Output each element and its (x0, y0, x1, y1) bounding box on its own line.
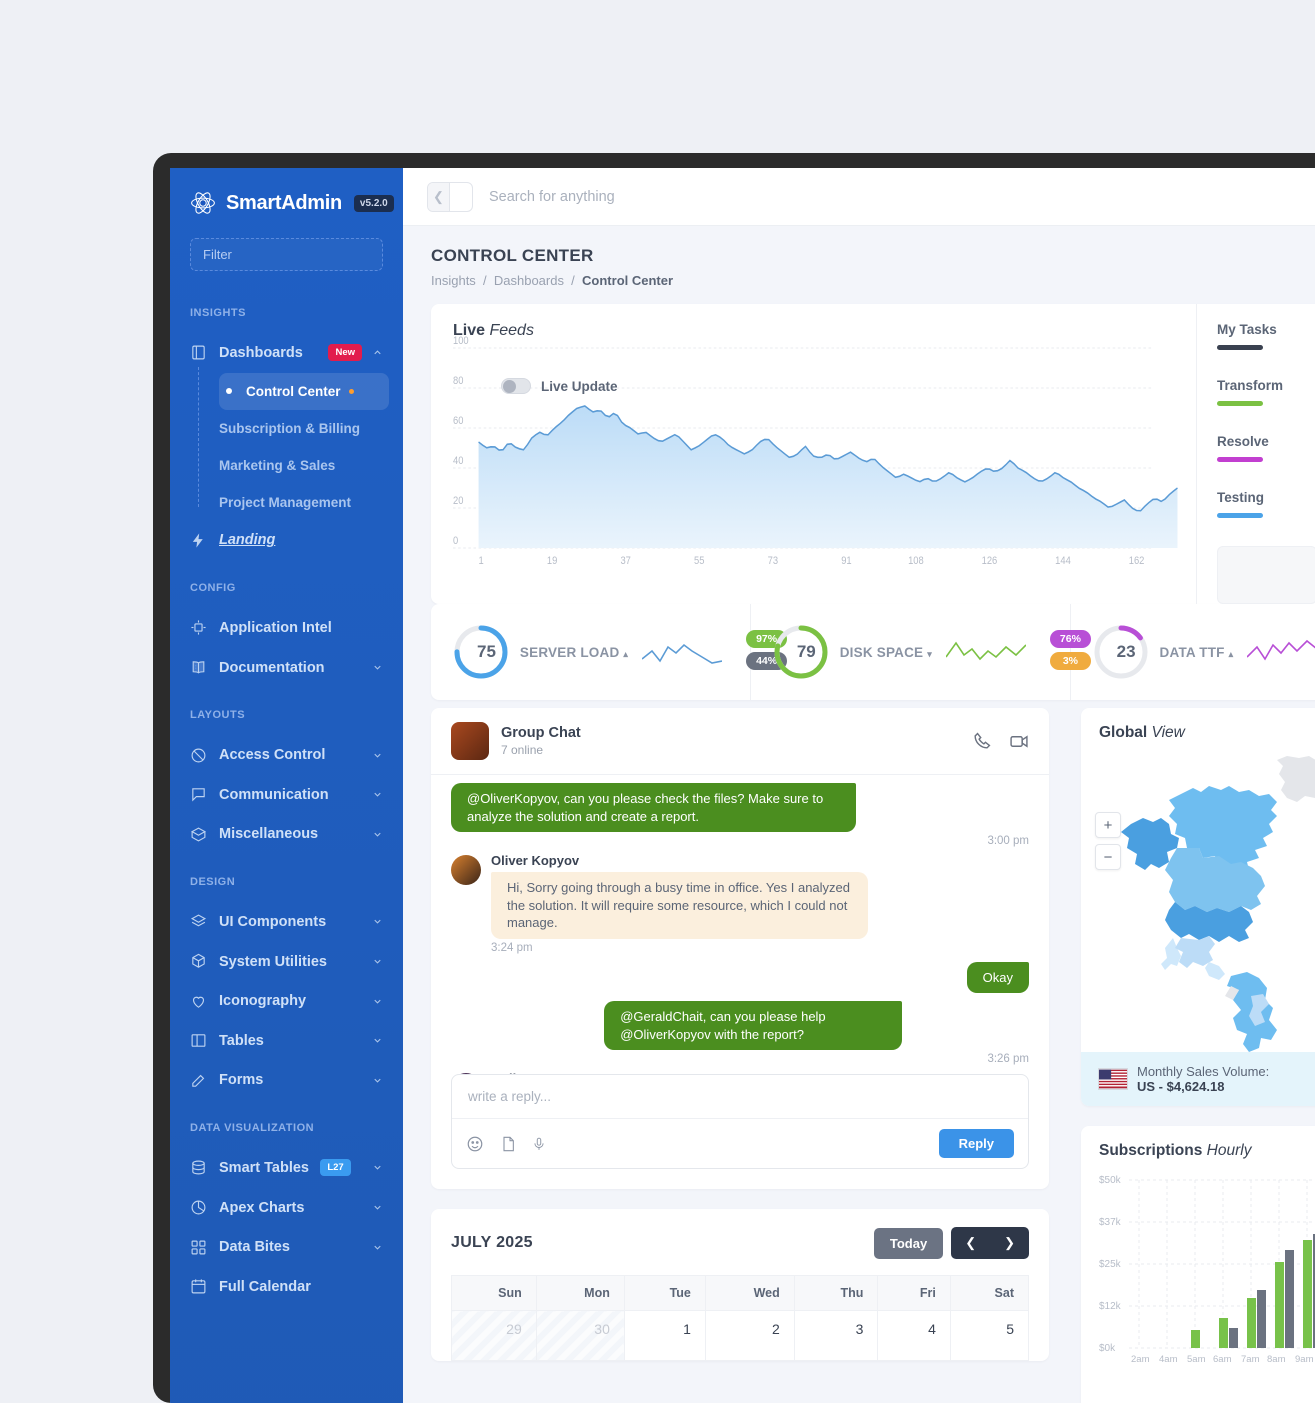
svg-text:100: 100 (453, 335, 469, 347)
svg-text:2am: 2am (1131, 1354, 1150, 1365)
svg-text:8am: 8am (1267, 1354, 1286, 1365)
svg-text:7am: 7am (1241, 1354, 1260, 1365)
svg-text:37: 37 (620, 555, 631, 567)
svg-text:108: 108 (908, 555, 924, 567)
svg-text:126: 126 (982, 555, 998, 567)
svg-text:20: 20 (453, 495, 464, 507)
svg-text:$12k: $12k (1099, 1301, 1122, 1312)
svg-text:60: 60 (453, 415, 464, 427)
svg-text:5am: 5am (1187, 1354, 1206, 1365)
svg-text:144: 144 (1055, 555, 1071, 567)
svg-text:$0k: $0k (1099, 1343, 1116, 1354)
svg-text:6am: 6am (1213, 1354, 1232, 1365)
svg-text:73: 73 (768, 555, 779, 567)
svg-text:162: 162 (1129, 555, 1145, 567)
svg-text:1: 1 (479, 555, 485, 567)
svg-text:$25k: $25k (1099, 1259, 1122, 1270)
svg-text:9am: 9am (1295, 1354, 1314, 1365)
svg-text:40: 40 (453, 455, 464, 467)
svg-text:55: 55 (694, 555, 705, 567)
svg-text:19: 19 (547, 555, 558, 567)
svg-text:$37k: $37k (1099, 1217, 1122, 1228)
svg-text:4am: 4am (1159, 1354, 1178, 1365)
svg-text:0: 0 (453, 535, 459, 547)
svg-text:91: 91 (841, 555, 852, 567)
svg-text:$50k: $50k (1099, 1175, 1122, 1186)
svg-text:80: 80 (453, 375, 464, 387)
